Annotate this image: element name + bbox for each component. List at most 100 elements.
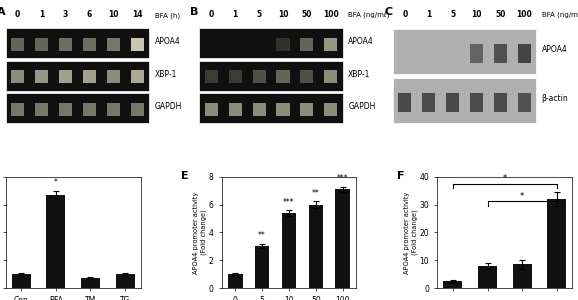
Bar bbox=[199, 28, 343, 58]
Bar bbox=[107, 38, 120, 51]
Bar bbox=[81, 278, 100, 288]
Text: BFA (h): BFA (h) bbox=[154, 13, 180, 20]
Bar bbox=[253, 103, 266, 116]
Text: 50: 50 bbox=[302, 11, 312, 20]
Text: 5: 5 bbox=[257, 11, 262, 20]
Bar bbox=[513, 264, 532, 288]
Bar bbox=[309, 205, 323, 288]
Text: *: * bbox=[54, 178, 58, 188]
Bar bbox=[131, 70, 144, 83]
Bar bbox=[131, 38, 144, 51]
Text: BFA (ng/mℓ): BFA (ng/mℓ) bbox=[348, 12, 390, 20]
Y-axis label: APOA4 promoter activity
(Fold change): APOA4 promoter activity (Fold change) bbox=[405, 191, 418, 274]
Bar bbox=[301, 103, 313, 116]
Text: 50: 50 bbox=[495, 11, 506, 20]
Text: F: F bbox=[397, 171, 405, 181]
Text: β-actin: β-actin bbox=[542, 94, 569, 103]
Text: 1: 1 bbox=[426, 11, 431, 20]
Bar bbox=[276, 103, 290, 116]
Bar bbox=[107, 103, 120, 116]
Bar bbox=[11, 38, 24, 51]
Bar bbox=[205, 103, 218, 116]
Bar bbox=[281, 213, 297, 288]
Bar bbox=[35, 70, 48, 83]
Text: *: * bbox=[520, 192, 524, 201]
Bar bbox=[229, 103, 242, 116]
Bar bbox=[199, 93, 343, 123]
Bar bbox=[443, 281, 462, 288]
Bar bbox=[478, 266, 497, 288]
Bar bbox=[470, 44, 483, 63]
Bar bbox=[494, 93, 507, 112]
Text: 14: 14 bbox=[132, 11, 143, 20]
Text: 0: 0 bbox=[402, 11, 407, 20]
Bar bbox=[324, 38, 338, 51]
Text: 1: 1 bbox=[39, 11, 45, 20]
Bar bbox=[276, 38, 290, 51]
Bar bbox=[107, 70, 120, 83]
Bar bbox=[59, 103, 72, 116]
Bar bbox=[276, 70, 290, 83]
Bar bbox=[116, 274, 135, 288]
Text: 6: 6 bbox=[87, 11, 92, 20]
Text: 1: 1 bbox=[232, 11, 238, 20]
Text: A: A bbox=[0, 7, 5, 17]
Text: XBP-1: XBP-1 bbox=[348, 70, 370, 79]
Text: 10: 10 bbox=[472, 11, 482, 20]
Bar bbox=[46, 195, 65, 288]
Text: 10: 10 bbox=[108, 11, 118, 20]
Bar bbox=[35, 103, 48, 116]
Text: 0: 0 bbox=[209, 11, 214, 20]
Bar bbox=[255, 246, 269, 288]
Bar bbox=[494, 44, 507, 63]
Bar bbox=[393, 78, 536, 123]
Text: B: B bbox=[190, 7, 199, 17]
Bar bbox=[446, 93, 460, 112]
Bar bbox=[301, 38, 313, 51]
Text: ***: *** bbox=[337, 174, 349, 183]
Text: **: ** bbox=[258, 231, 266, 240]
Bar bbox=[335, 189, 350, 288]
Bar bbox=[83, 70, 96, 83]
Text: 100: 100 bbox=[517, 11, 532, 20]
Text: 10: 10 bbox=[278, 11, 288, 20]
Bar bbox=[229, 70, 242, 83]
Bar bbox=[398, 93, 412, 112]
Bar bbox=[547, 199, 566, 288]
Bar bbox=[199, 61, 343, 91]
Bar bbox=[470, 93, 483, 112]
Text: ***: *** bbox=[283, 198, 295, 207]
Bar bbox=[301, 70, 313, 83]
Bar bbox=[35, 38, 48, 51]
Text: E: E bbox=[181, 171, 189, 181]
Bar bbox=[324, 103, 338, 116]
Text: APOA4: APOA4 bbox=[154, 37, 180, 46]
Text: XBP-1: XBP-1 bbox=[154, 70, 177, 79]
Bar bbox=[393, 29, 536, 74]
Bar bbox=[59, 70, 72, 83]
Bar bbox=[205, 70, 218, 83]
Text: BFA (ng/mℓ): BFA (ng/mℓ) bbox=[542, 12, 578, 20]
Text: GAPDH: GAPDH bbox=[348, 103, 376, 112]
Bar bbox=[12, 274, 31, 288]
Text: *: * bbox=[503, 174, 507, 183]
Text: 100: 100 bbox=[323, 11, 339, 20]
Bar bbox=[11, 103, 24, 116]
Bar bbox=[423, 93, 435, 112]
Bar bbox=[6, 61, 149, 91]
Bar bbox=[253, 70, 266, 83]
Text: 3: 3 bbox=[63, 11, 68, 20]
Bar bbox=[131, 103, 144, 116]
Bar bbox=[6, 28, 149, 58]
Bar bbox=[518, 93, 531, 112]
Bar bbox=[518, 44, 531, 63]
Bar bbox=[83, 103, 96, 116]
Text: APOA4: APOA4 bbox=[348, 37, 374, 46]
Bar bbox=[228, 274, 243, 288]
Text: GAPDH: GAPDH bbox=[154, 103, 182, 112]
Text: **: ** bbox=[312, 189, 320, 198]
Text: C: C bbox=[384, 7, 392, 17]
Bar bbox=[324, 70, 338, 83]
Text: 5: 5 bbox=[450, 11, 455, 20]
Text: APOA4: APOA4 bbox=[542, 45, 568, 54]
